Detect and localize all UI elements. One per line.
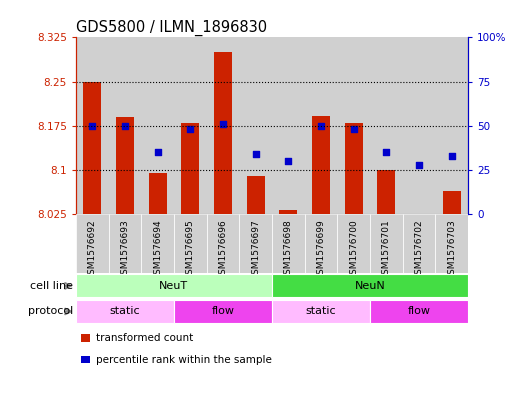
Bar [370,37,403,214]
Bar [174,214,207,273]
Point [448,152,456,159]
Bar [378,170,395,214]
Point [252,151,260,157]
Point [219,121,227,127]
Bar [83,82,101,214]
Point [153,149,162,155]
Text: GSM1576701: GSM1576701 [382,219,391,280]
Bar [214,52,232,214]
Point [88,123,96,129]
Bar [174,37,207,214]
Text: static: static [305,307,336,316]
Bar [443,191,461,214]
Bar [345,123,362,214]
Bar [109,214,141,273]
Text: protocol: protocol [28,307,73,316]
Text: NeuN: NeuN [355,281,385,291]
Text: NeuT: NeuT [160,281,188,291]
Bar [370,300,468,323]
Text: GSM1576696: GSM1576696 [219,219,228,280]
Bar [181,123,199,214]
Bar [207,214,239,273]
Bar [207,37,240,214]
Bar [76,214,109,273]
Text: flow: flow [407,307,430,316]
Point [317,123,325,129]
Text: GSM1576699: GSM1576699 [316,219,325,280]
Text: GSM1576703: GSM1576703 [447,219,456,280]
Bar [370,214,403,273]
Bar [141,214,174,273]
Bar [174,300,272,323]
Bar [403,214,435,273]
Text: GSM1576700: GSM1576700 [349,219,358,280]
Bar [240,37,272,214]
Bar [410,214,428,216]
Bar [337,214,370,273]
Point [284,158,292,164]
Point [121,123,129,129]
Text: GSM1576697: GSM1576697 [251,219,260,280]
Text: GSM1576694: GSM1576694 [153,219,162,279]
Text: GSM1576693: GSM1576693 [120,219,129,280]
Text: percentile rank within the sample: percentile rank within the sample [96,354,271,365]
Bar [435,37,468,214]
Bar [337,37,370,214]
Bar [304,37,337,214]
Text: GSM1576692: GSM1576692 [88,219,97,279]
Text: cell line: cell line [30,281,73,291]
Bar [272,300,370,323]
Bar [272,214,304,273]
Bar [76,300,174,323]
Bar [149,173,166,214]
Bar [272,37,304,214]
Text: GSM1576698: GSM1576698 [284,219,293,280]
Point [382,149,391,155]
Bar [304,214,337,273]
Point [415,162,423,168]
Text: transformed count: transformed count [96,333,193,343]
Bar [272,274,468,298]
Bar [239,214,272,273]
Text: flow: flow [211,307,234,316]
Text: static: static [109,307,140,316]
Bar [141,37,174,214]
Bar [116,117,134,214]
Bar [403,37,435,214]
Bar [435,214,468,273]
Bar [109,37,141,214]
Text: GDS5800 / ILMN_1896830: GDS5800 / ILMN_1896830 [76,20,267,36]
Bar [76,274,272,298]
Bar [247,176,265,214]
Text: GSM1576695: GSM1576695 [186,219,195,280]
Point [349,126,358,132]
Bar [312,116,330,214]
Text: GSM1576702: GSM1576702 [415,219,424,279]
Bar [76,37,109,214]
Bar [279,210,297,214]
Point [186,126,195,132]
